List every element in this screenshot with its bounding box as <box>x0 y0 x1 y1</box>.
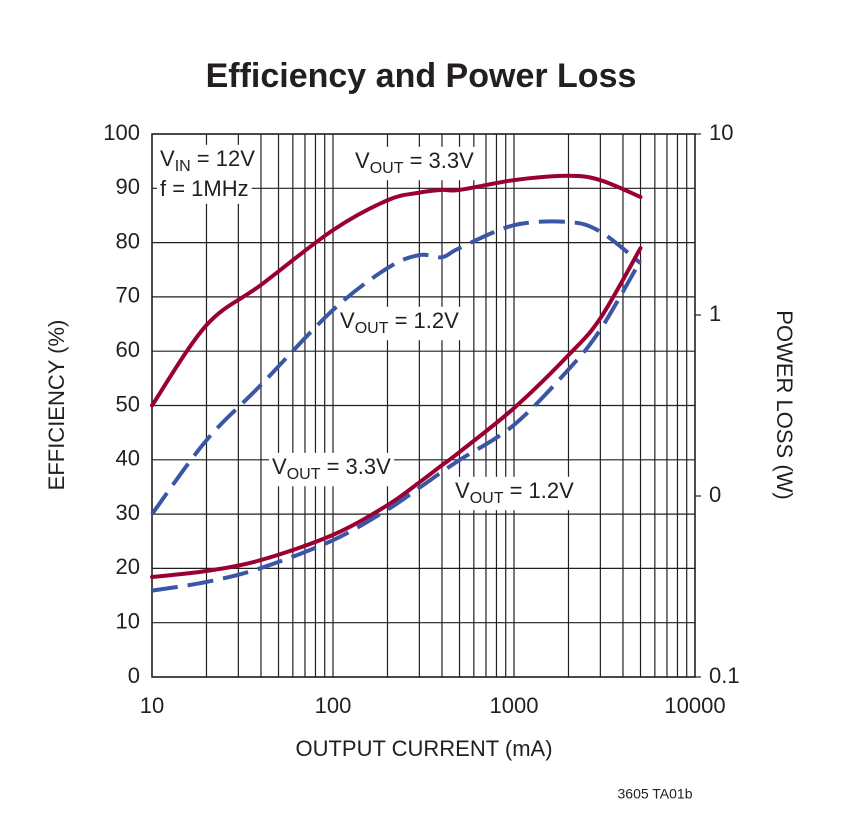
series-line <box>150 219 642 516</box>
y-tick-label: 100 <box>103 120 140 145</box>
y-axis-label: EFFICIENCY (%) <box>44 320 69 491</box>
annotation-subscript: OUT <box>355 320 389 337</box>
annotation: VIN = 12V <box>157 144 259 179</box>
series-line <box>150 246 643 579</box>
annotation-background <box>157 174 252 204</box>
annotation-subscript: IN <box>175 158 191 175</box>
chart-title: Efficiency and Power Loss <box>206 57 637 95</box>
y-tick-label: 0 <box>128 663 140 688</box>
annotation-main: V <box>160 146 175 171</box>
y-tick-label: 70 <box>116 283 140 308</box>
annotation-main: V <box>355 148 370 173</box>
annotation-text: VOUT = 3.3V <box>355 148 474 177</box>
y-tick-label: 90 <box>116 174 140 199</box>
annotation-rest: = 1.2V <box>388 308 459 333</box>
series-line <box>151 259 643 593</box>
annotation-text: VIN = 12V <box>160 146 255 175</box>
annotation: VOUT = 3.3V <box>269 452 395 487</box>
annotation-rest: = 3.3V <box>403 148 474 173</box>
y2-tick-label: 0.1 <box>709 663 740 688</box>
annotation: VOUT = 1.2V <box>452 476 578 511</box>
annotation-text: VOUT = 1.2V <box>340 308 459 337</box>
annotation-main: V <box>455 478 470 503</box>
x-tick-label: 10 <box>140 693 164 718</box>
annotation: f = 1MHz <box>157 174 252 204</box>
annotation-subscript: OUT <box>470 490 504 507</box>
y2-tick-label: 10 <box>709 120 733 145</box>
y-tick-label: 40 <box>116 446 140 471</box>
y-tick-label: 50 <box>116 391 140 416</box>
y2-axis-label: POWER LOSS (W) <box>772 310 797 499</box>
annotation: VOUT = 1.2V <box>337 306 463 341</box>
annotation-text: VOUT = 3.3V <box>272 454 391 483</box>
y-tick-label: 60 <box>116 337 140 362</box>
x-tick-label: 10000 <box>664 693 725 718</box>
annotation-main: V <box>272 454 287 479</box>
x-axis-label: OUTPUT CURRENT (mA) <box>295 736 552 761</box>
y2-tick-label: 0 <box>709 482 721 507</box>
annotation-background <box>352 146 478 181</box>
annotation-background <box>452 476 578 511</box>
annotation-main: f = 1MHz <box>160 176 249 201</box>
annotation-text: f = 1MHz <box>160 176 249 201</box>
annotation-subscript: OUT <box>370 160 404 177</box>
y-tick-label: 30 <box>116 500 140 525</box>
series-line <box>150 173 643 408</box>
annotation-subscript: OUT <box>287 466 321 483</box>
footnote: 3605 TA01b <box>618 786 693 802</box>
annotation-background <box>157 144 259 179</box>
annotation-rest: = 3.3V <box>320 454 391 479</box>
x-tick-label: 100 <box>315 693 352 718</box>
y-tick-label: 10 <box>116 609 140 634</box>
y-tick-label: 80 <box>116 228 140 253</box>
annotation-rest: = 1.2V <box>503 478 574 503</box>
annotation-main: V <box>340 308 355 333</box>
annotation: VOUT = 3.3V <box>352 146 478 181</box>
annotation-rest: = 12V <box>191 146 256 171</box>
y-tick-label: 20 <box>116 554 140 579</box>
annotation-background <box>337 306 463 341</box>
annotation-background <box>269 452 395 487</box>
annotation-text: VOUT = 1.2V <box>455 478 574 507</box>
x-tick-label: 1000 <box>490 693 539 718</box>
y2-tick-label: 1 <box>709 301 721 326</box>
